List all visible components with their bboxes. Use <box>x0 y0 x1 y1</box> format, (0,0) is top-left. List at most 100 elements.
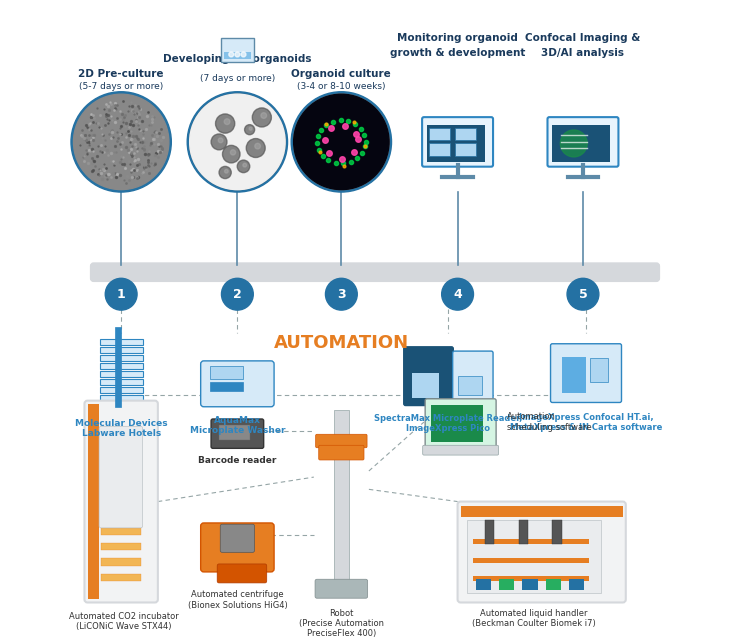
FancyBboxPatch shape <box>101 574 141 581</box>
FancyBboxPatch shape <box>319 445 364 460</box>
FancyBboxPatch shape <box>100 339 142 345</box>
Circle shape <box>249 127 252 130</box>
Circle shape <box>246 139 266 157</box>
FancyBboxPatch shape <box>472 539 589 544</box>
Circle shape <box>74 94 169 190</box>
Circle shape <box>237 160 250 173</box>
Text: 3D/AI analysis: 3D/AI analysis <box>542 48 625 58</box>
FancyBboxPatch shape <box>220 38 254 62</box>
Circle shape <box>223 145 240 163</box>
Text: Automation
scheduling software: Automation scheduling software <box>506 412 591 432</box>
FancyBboxPatch shape <box>99 426 142 528</box>
FancyBboxPatch shape <box>88 404 98 599</box>
Circle shape <box>215 114 235 133</box>
FancyBboxPatch shape <box>553 125 610 162</box>
FancyBboxPatch shape <box>100 394 142 401</box>
Circle shape <box>560 130 587 157</box>
Circle shape <box>105 279 137 310</box>
Circle shape <box>218 138 223 142</box>
Circle shape <box>326 279 357 310</box>
FancyBboxPatch shape <box>550 344 622 403</box>
Circle shape <box>211 134 227 150</box>
Text: (7 days or more): (7 days or more) <box>200 74 275 83</box>
Text: ImageXpress Confocal HT.ai,
MetaXpress & IN Carta software: ImageXpress Confocal HT.ai, MetaXpress &… <box>510 413 662 432</box>
Circle shape <box>244 125 255 135</box>
Circle shape <box>235 52 240 57</box>
Circle shape <box>224 119 230 125</box>
FancyBboxPatch shape <box>425 399 496 449</box>
FancyBboxPatch shape <box>100 371 142 377</box>
FancyBboxPatch shape <box>219 425 250 440</box>
FancyBboxPatch shape <box>427 125 485 162</box>
FancyBboxPatch shape <box>404 347 453 406</box>
FancyBboxPatch shape <box>100 355 142 361</box>
Circle shape <box>71 92 171 192</box>
FancyBboxPatch shape <box>429 128 450 141</box>
Text: 2D Pre-culture: 2D Pre-culture <box>79 69 164 79</box>
FancyBboxPatch shape <box>485 520 494 544</box>
FancyBboxPatch shape <box>101 558 141 566</box>
Text: Barcode reader: Barcode reader <box>198 456 277 465</box>
Circle shape <box>188 92 287 192</box>
Text: 3: 3 <box>337 288 346 301</box>
FancyBboxPatch shape <box>569 579 584 590</box>
Circle shape <box>221 279 254 310</box>
FancyBboxPatch shape <box>458 502 626 603</box>
Circle shape <box>291 92 392 192</box>
FancyBboxPatch shape <box>315 579 368 598</box>
FancyBboxPatch shape <box>115 327 122 407</box>
Text: Automated liquid handler
(Beckman Coulter Biomek i7): Automated liquid handler (Beckman Coulte… <box>472 608 596 628</box>
FancyBboxPatch shape <box>412 373 440 397</box>
Text: (3-4 or 8-10 weeks): (3-4 or 8-10 weeks) <box>297 82 386 91</box>
Text: Organoid culture: Organoid culture <box>292 69 392 79</box>
Text: Automated centrifuge
(Bionex Solutions HiG4): Automated centrifuge (Bionex Solutions H… <box>188 590 287 610</box>
Text: AUTOMATION: AUTOMATION <box>274 334 409 351</box>
Circle shape <box>294 94 389 190</box>
FancyBboxPatch shape <box>476 579 491 590</box>
Text: AquaMax
Microplate Washer: AquaMax Microplate Washer <box>190 416 285 435</box>
FancyBboxPatch shape <box>85 401 158 603</box>
Circle shape <box>243 163 247 167</box>
Text: Confocal Imaging &: Confocal Imaging & <box>525 33 640 43</box>
Circle shape <box>255 143 260 149</box>
FancyBboxPatch shape <box>548 117 619 167</box>
FancyBboxPatch shape <box>334 410 350 593</box>
Circle shape <box>230 150 236 155</box>
FancyBboxPatch shape <box>458 376 482 394</box>
FancyBboxPatch shape <box>100 387 142 393</box>
FancyBboxPatch shape <box>422 117 493 167</box>
Circle shape <box>190 94 285 190</box>
Text: 2: 2 <box>233 288 242 301</box>
FancyBboxPatch shape <box>100 347 142 353</box>
FancyBboxPatch shape <box>423 445 499 455</box>
Circle shape <box>219 166 231 178</box>
Text: Developing 3D organoids: Developing 3D organoids <box>164 54 312 64</box>
FancyBboxPatch shape <box>562 357 586 393</box>
FancyBboxPatch shape <box>211 419 264 449</box>
FancyBboxPatch shape <box>224 52 251 59</box>
FancyBboxPatch shape <box>590 358 608 382</box>
Circle shape <box>252 108 272 127</box>
FancyBboxPatch shape <box>101 497 141 505</box>
FancyBboxPatch shape <box>101 543 141 550</box>
Text: Automated CO2 incubator
(LiCONiC Wave STX44): Automated CO2 incubator (LiCONiC Wave ST… <box>69 612 179 631</box>
FancyBboxPatch shape <box>553 520 562 544</box>
Text: (5-7 days or more): (5-7 days or more) <box>79 82 164 91</box>
Text: 5: 5 <box>578 288 587 301</box>
FancyBboxPatch shape <box>100 379 142 385</box>
FancyBboxPatch shape <box>316 435 367 448</box>
FancyBboxPatch shape <box>431 405 483 442</box>
FancyBboxPatch shape <box>220 524 254 552</box>
FancyBboxPatch shape <box>201 361 274 407</box>
FancyBboxPatch shape <box>217 564 267 583</box>
FancyBboxPatch shape <box>453 351 493 403</box>
FancyBboxPatch shape <box>454 128 476 141</box>
Text: Molecular Devices
Labware Hotels: Molecular Devices Labware Hotels <box>75 419 167 438</box>
FancyBboxPatch shape <box>101 528 141 535</box>
FancyBboxPatch shape <box>100 363 142 369</box>
Circle shape <box>241 52 246 57</box>
FancyBboxPatch shape <box>210 366 244 379</box>
FancyBboxPatch shape <box>460 506 622 517</box>
FancyBboxPatch shape <box>429 143 450 156</box>
FancyBboxPatch shape <box>472 576 589 581</box>
